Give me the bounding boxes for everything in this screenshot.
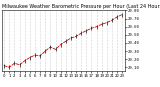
Text: Milwaukee Weather Barometric Pressure per Hour (Last 24 Hours): Milwaukee Weather Barometric Pressure pe…: [2, 4, 160, 9]
